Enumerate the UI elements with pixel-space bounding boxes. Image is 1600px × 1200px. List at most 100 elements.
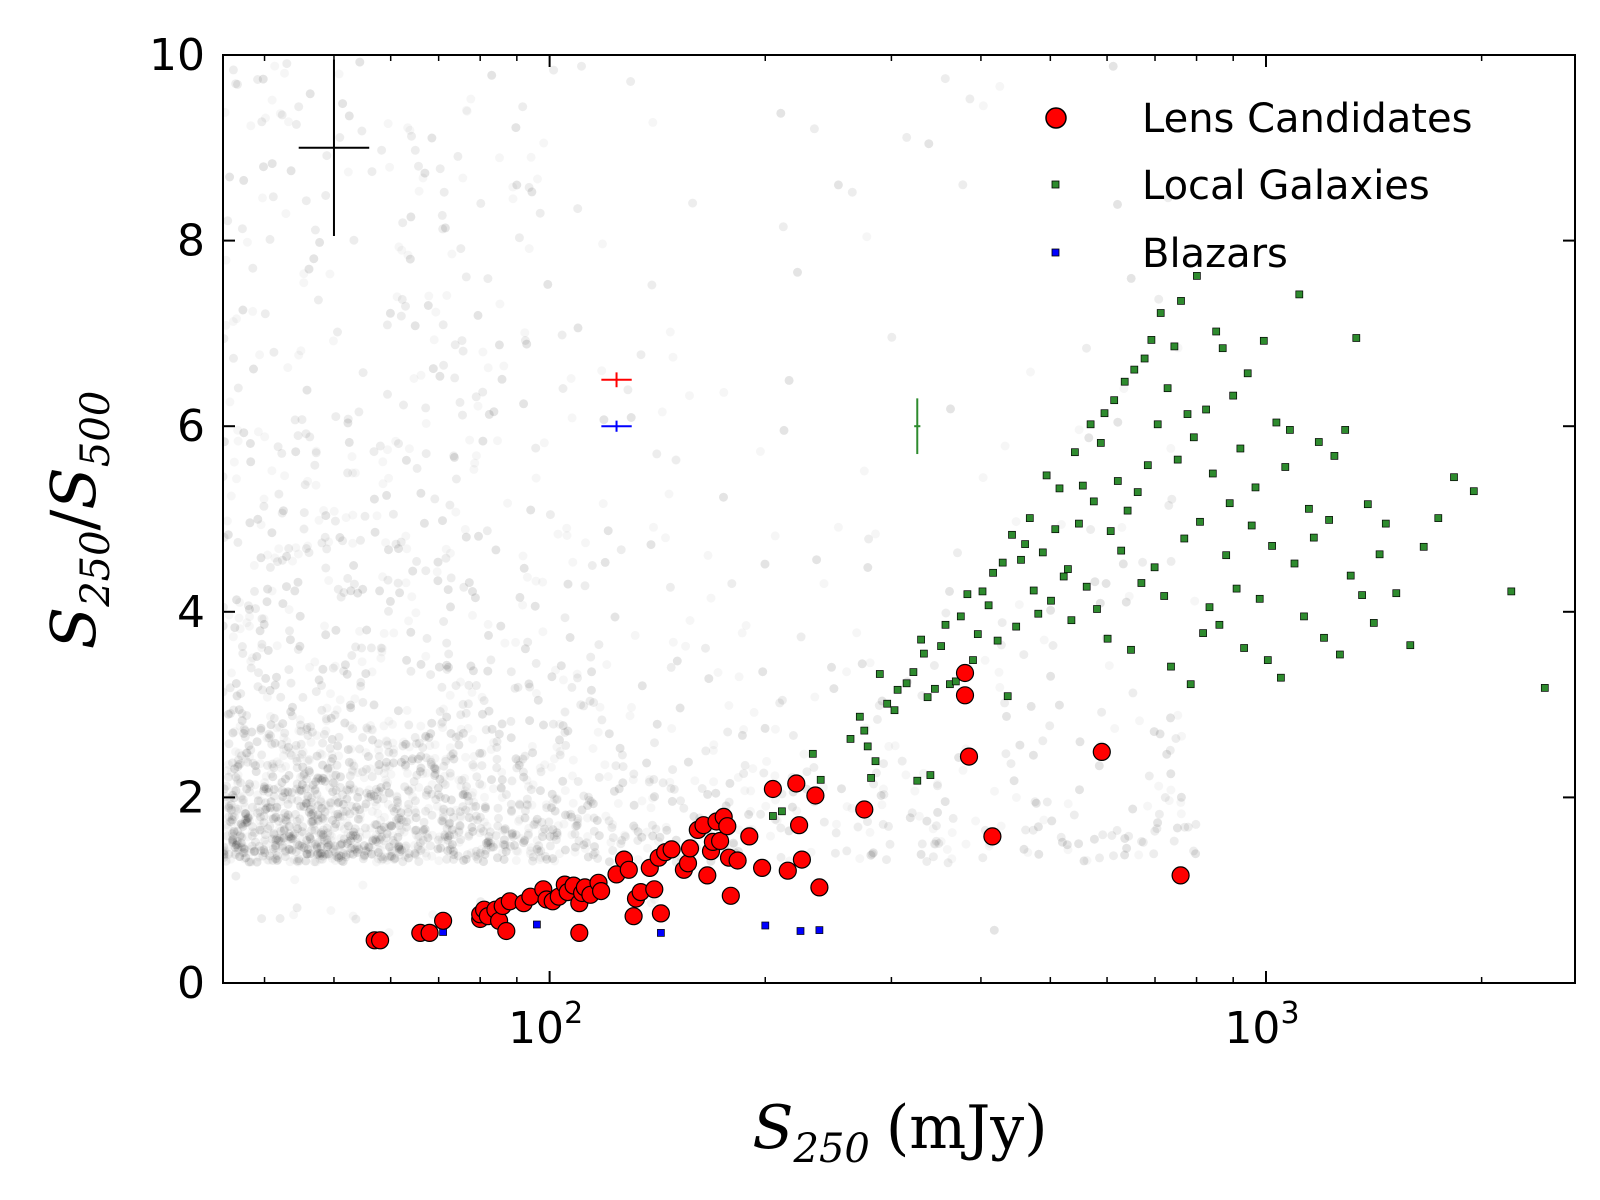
background-point [385, 163, 394, 172]
local-galaxies-point [941, 620, 950, 629]
background-point [239, 428, 248, 437]
background-point [263, 585, 272, 594]
background-point [415, 187, 424, 196]
background-point [329, 778, 338, 787]
background-point [361, 824, 370, 833]
background-point [445, 831, 454, 840]
blazars-point [796, 927, 805, 935]
background-point [484, 620, 493, 629]
background-point [252, 767, 261, 776]
background-point [375, 752, 384, 761]
background-point [321, 630, 330, 639]
background-point [345, 438, 354, 447]
background-point [642, 759, 651, 768]
background-point [1076, 737, 1085, 746]
background-point [421, 566, 430, 575]
local-galaxies-point [917, 635, 925, 644]
background-point [343, 670, 352, 679]
lens-candidates-point [740, 827, 759, 846]
background-point [495, 730, 504, 739]
local-galaxies-point [1160, 592, 1169, 600]
background-point [802, 767, 811, 776]
blazar-error-bar [601, 420, 632, 432]
background-point [1063, 840, 1072, 849]
local-galaxies-point [1320, 633, 1328, 642]
local-galaxies-point [1314, 438, 1323, 446]
background-point [539, 139, 548, 148]
background-error-bar [298, 59, 370, 236]
background-point [1080, 856, 1089, 865]
background-point [1015, 741, 1024, 750]
background-point [400, 755, 409, 764]
background-point [649, 523, 658, 532]
lens-candidates-point [778, 861, 797, 880]
local-galaxies-point [1352, 334, 1361, 342]
background-point [233, 538, 242, 547]
background-point [494, 814, 503, 823]
local-galaxies-point [1392, 589, 1401, 598]
background-point [257, 117, 266, 126]
background-point [627, 413, 636, 422]
y-tick-label: 10 [149, 30, 205, 81]
background-point [452, 681, 461, 690]
background-point [1105, 661, 1114, 670]
background-point [441, 794, 450, 803]
background-point [499, 362, 508, 371]
local-galaxies-point [1218, 344, 1227, 353]
local-galaxies-point [951, 677, 960, 686]
background-point [1166, 786, 1175, 795]
lens-candidates-point [728, 851, 747, 870]
background-point [302, 544, 311, 553]
background-point [353, 793, 362, 802]
local-galaxies-point [1369, 619, 1378, 627]
background-point [1086, 525, 1095, 534]
background-point [610, 787, 619, 796]
background-point [1135, 716, 1144, 725]
background-point [669, 638, 678, 647]
background-point [1166, 769, 1175, 778]
background-point [617, 545, 626, 554]
background-point [231, 872, 240, 881]
local-galaxies-point [1268, 542, 1276, 550]
background-point [377, 825, 386, 834]
background-point [466, 95, 475, 104]
background-point [283, 363, 292, 372]
background-point [439, 320, 448, 329]
background-point [361, 512, 370, 521]
background-point [1019, 650, 1028, 659]
legend-label-blazar: Blazars [1142, 231, 1288, 277]
background-point [711, 789, 720, 798]
background-point [634, 827, 643, 836]
background-point [1150, 727, 1159, 736]
background-point [417, 371, 426, 380]
local-galaxies-point [1059, 572, 1068, 581]
background-point [404, 854, 413, 863]
background-point [266, 235, 275, 244]
local-galaxies-point [1469, 487, 1478, 496]
background-point [1097, 708, 1106, 717]
background-point [424, 292, 433, 301]
background-point [827, 663, 836, 672]
background-point [1167, 557, 1176, 566]
background-point [247, 728, 256, 737]
background-point [467, 823, 476, 832]
background-point [486, 655, 495, 664]
background-point [686, 616, 695, 625]
local-galaxies-point [1540, 684, 1549, 692]
background-point [324, 576, 333, 585]
local-galaxies-point [1183, 410, 1192, 418]
background-point [1154, 782, 1163, 791]
background-point [333, 810, 342, 819]
background-point [462, 533, 471, 542]
background-point [418, 743, 427, 752]
background-point [346, 586, 355, 595]
background-point [629, 770, 638, 779]
background-point [506, 717, 515, 726]
background-point [906, 813, 915, 822]
background-point [433, 567, 442, 576]
background-point [345, 111, 354, 120]
background-point [260, 784, 269, 793]
background-point [254, 796, 263, 805]
background-point [461, 753, 470, 762]
